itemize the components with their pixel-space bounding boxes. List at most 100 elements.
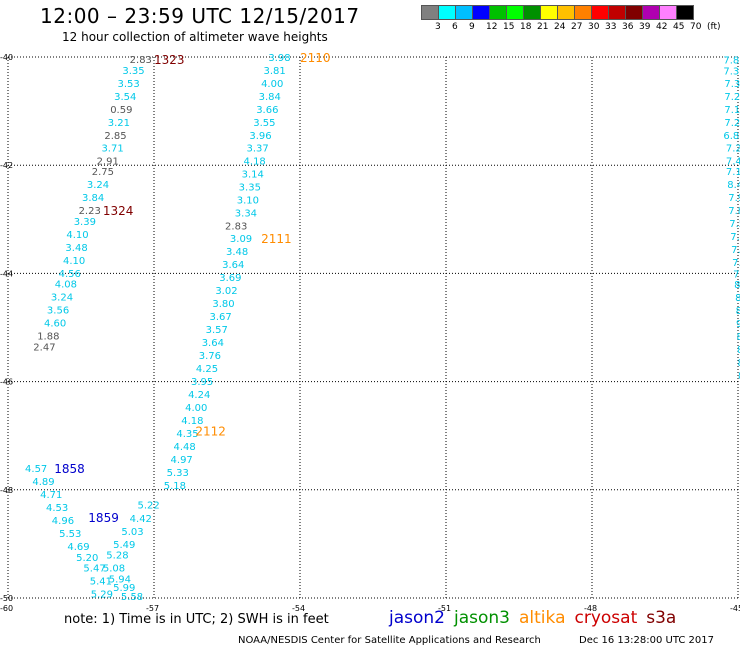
wave-height-point: 4.96 [52,516,74,527]
pass-time-label: 1323 [154,53,185,67]
wave-height-point: 5.94 [109,575,131,586]
wave-height-point: 5.58 [121,592,143,603]
legend-jason2: jason2 [389,608,445,628]
wave-height-point: 7.8 [731,245,740,256]
wave-height-point: 5.18 [164,481,186,492]
pass-time-label: 1858 [54,462,85,476]
wave-height-point: 2.47 [33,342,55,353]
color-scale-label: 42 [656,22,668,32]
lat-tick-label: -50 [0,594,13,603]
wave-height-point: 3.80 [212,299,234,310]
wave-height-point: 3.57 [206,325,228,336]
color-scale-label: 36 [622,22,634,32]
wave-height-point: 7.19 [724,105,740,116]
wave-height-point: 3.96 [249,131,271,142]
color-scale-label: 3 [435,22,441,32]
color-scale-label: 33 [605,22,617,32]
wave-height-point: 3.81 [264,66,286,77]
wave-height-point: 3.98 [268,53,290,64]
wave-height-point: 4.25 [196,364,218,375]
color-scale-label: 30 [588,22,600,32]
wave-height-point: 4.24 [188,390,210,401]
pass-time-label: 2110 [300,51,331,65]
wave-height-point: 5.08 [103,564,125,575]
wave-height-point: 4.53 [46,503,68,514]
wave-height-point: 6.81 [723,131,740,142]
wave-height-point: 3.37 [246,143,268,154]
wave-height-point: 3.76 [199,351,221,362]
wave-height-point: 3.02 [215,286,237,297]
wave-height-point: 4.42 [130,514,152,525]
wave-height-point: 3.67 [209,312,231,323]
wave-height-point: 3.10 [237,195,259,206]
wave-height-point: 3.66 [256,105,278,116]
wave-height-point: 7.9 [732,258,740,269]
color-scale-label: 39 [639,22,651,32]
axis-ticks: -40 -42 -44 -46 -48 -50-60 -57 -54 -51 -48 -45 [0,53,740,613]
wave-height-point: 4.35 [176,429,198,440]
wave-height-point: 5.20 [76,553,98,564]
wave-height-point: 4.10 [66,230,88,241]
wave-height-point: 3.09 [230,234,252,245]
wave-height-point: 1.88 [37,332,59,343]
wave-height-point: 3.39 [74,217,96,228]
wave-height-point: 2.85 [104,131,126,142]
wave-height-point: 5.99 [113,583,135,594]
wave-height-point: 4.71 [40,490,62,501]
wave-height-point: 3.56 [47,306,69,317]
wave-height-point: 3.64 [202,338,224,349]
wave-height-point: 2.83 [130,55,152,66]
legend-s3a: s3a [646,608,677,628]
wave-height-point: 3.24 [51,293,73,304]
color-scale-label: (ft) [707,22,721,32]
wave-height-point: 7.57 [730,232,740,243]
credit-timestamp: Dec 16 13:28:00 UTC 2017 [579,635,714,646]
lon-tick-label: -48 [584,604,597,613]
wave-height-point: 5.33 [167,468,189,479]
color-scale-label: 9 [469,22,475,32]
wave-height-point: 3.54 [114,92,136,103]
lon-tick-label: -60 [0,604,13,613]
wave-height-point: 4.56 [59,269,81,280]
wave-height-point: 5.53 [59,529,81,540]
wave-height-point: 7.58 [729,219,740,230]
wave-height-point: 3.64 [222,260,244,271]
wave-height-point: 3.84 [82,193,104,204]
wave-height-point: 3.35 [122,66,144,77]
lat-tick-label: -44 [0,269,13,278]
wave-height-point: 3.48 [226,247,248,258]
wave-height-point: 3.35 [239,182,261,193]
lat-tick-label: -48 [0,486,13,495]
color-swatch-15 [676,5,694,20]
pass-time-label: 2111 [261,232,292,246]
wave-height-point: 7.39 [724,79,740,90]
wave-height-point: 3.24 [87,180,109,191]
wave-height-point: 7.45 [726,156,740,167]
wave-height-point: 5.29 [91,590,113,601]
wave-height-point: 7.81 [723,56,740,67]
wave-height-point: 3.84 [259,92,281,103]
wave-height-point: 3.48 [65,243,87,254]
satellite-legend: jason2 jason3 altika cryosat s3a [389,608,685,628]
wave-height-point: 8.0 [734,280,740,291]
wave-height-point: 3.71 [101,143,123,154]
lon-tick-label: -45 [730,604,740,613]
wave-height-point: 7.33 [723,67,740,78]
color-scale-label: 70 [690,22,702,32]
wave-height-point: 5.03 [121,527,143,538]
lat-lon-grid [7,56,739,599]
wave-height-point: 8 [738,358,740,369]
wave-height-point: 2.91 [97,156,119,167]
wave-height-point: 5.49 [113,540,135,551]
lat-tick-label: -42 [0,161,13,170]
wave-height-point: 9. [736,319,740,330]
wave-height-point: 7.85 [728,206,740,217]
wave-height-point: 4.48 [173,442,195,453]
observations: 2.833.353.533.540.593.212.853.712.912.75… [25,51,740,603]
wave-height-point: 3.14 [242,169,264,180]
footnote: note: 1) Time is in UTC; 2) SWH is in fe… [64,612,329,627]
wave-height-point: 7.21 [724,118,740,129]
color-scale-label: 18 [520,22,532,32]
wave-height-point: 8. [737,332,740,343]
